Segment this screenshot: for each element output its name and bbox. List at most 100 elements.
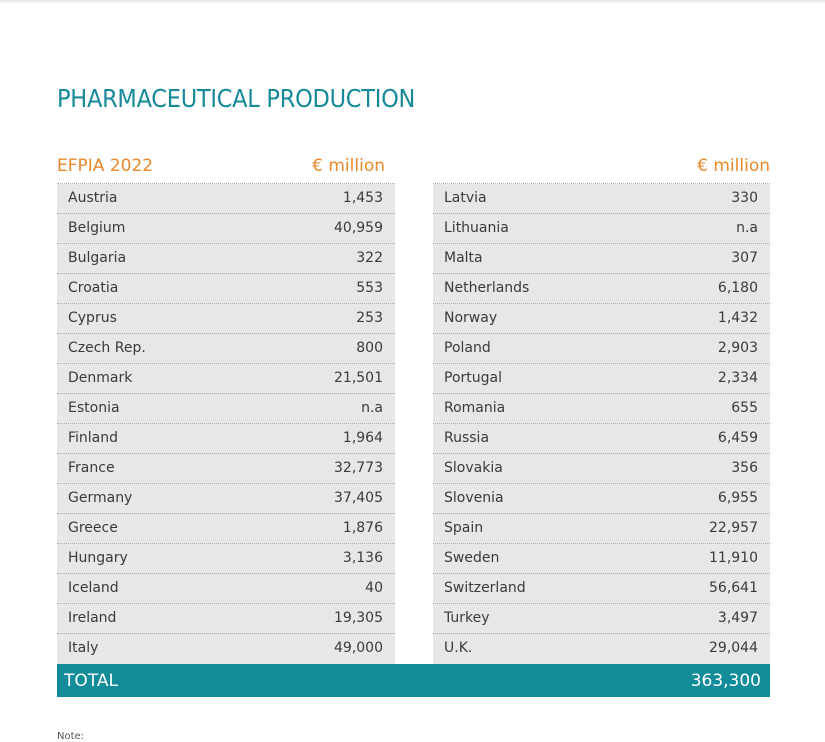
country: Bulgaria xyxy=(68,250,127,266)
table-row: Ireland 19,305 xyxy=(57,604,395,634)
title: PHARMACEUTICAL PRODUCTION xyxy=(57,84,416,113)
country: Iceland xyxy=(68,580,119,596)
value: 253 xyxy=(356,310,383,326)
table-row: Sweden 11,910 xyxy=(433,544,770,574)
table-row: Croatia 553 xyxy=(57,274,395,304)
country: Austria xyxy=(68,190,118,206)
country: Sweden xyxy=(444,550,500,566)
table-row: Romania 655 xyxy=(433,394,770,424)
country: Denmark xyxy=(68,370,133,386)
table-row: Cyprus 253 xyxy=(57,304,395,334)
table-row: Greece 1,876 xyxy=(57,514,395,544)
value: 322 xyxy=(356,250,383,266)
table-row: Netherlands 6,180 xyxy=(433,274,770,304)
country: Belgium xyxy=(68,220,126,236)
table-row: Russia 6,459 xyxy=(433,424,770,454)
country: Norway xyxy=(444,310,498,326)
total-row: TOTAL 363,300 xyxy=(57,664,770,697)
table-row: Slovakia 356 xyxy=(433,454,770,484)
table-row: Austria 1,453 xyxy=(57,184,395,214)
table-row: Latvia 330 xyxy=(433,184,770,214)
table-row: Norway 1,432 xyxy=(433,304,770,334)
country: Latvia xyxy=(444,190,487,206)
value: 655 xyxy=(731,400,758,416)
value: 3,497 xyxy=(717,610,758,626)
top-shade xyxy=(0,0,825,4)
header-unit: € million xyxy=(697,156,770,176)
table-row: Estonia n.a xyxy=(57,394,395,424)
header-label: EFPIA 2022 xyxy=(57,156,154,176)
country: Croatia xyxy=(68,280,119,296)
table-row: Bulgaria 322 xyxy=(57,244,395,274)
value: 1,453 xyxy=(342,190,383,206)
value: 32,773 xyxy=(334,460,383,476)
country: Italy xyxy=(68,640,99,656)
country: Spain xyxy=(444,520,484,536)
country: Czech Rep. xyxy=(68,340,146,356)
country: Hungary xyxy=(68,550,128,566)
country: Malta xyxy=(444,250,483,266)
country: Slovakia xyxy=(444,460,503,476)
table-row: U.K. 29,044 xyxy=(433,634,770,664)
country: Germany xyxy=(68,490,133,506)
value: 21,501 xyxy=(334,370,383,386)
value: 40 xyxy=(365,580,383,596)
table-row: Spain 22,957 xyxy=(433,514,770,544)
table-row: Poland 2,903 xyxy=(433,334,770,364)
value: 56,641 xyxy=(709,580,758,596)
value: 29,044 xyxy=(709,640,758,656)
value: 22,957 xyxy=(709,520,758,536)
table-row: Switzerland 56,641 xyxy=(433,574,770,604)
value: 307 xyxy=(731,250,758,266)
value: 49,000 xyxy=(334,640,383,656)
country: Netherlands xyxy=(444,280,530,296)
header-rule xyxy=(433,183,770,184)
value: 6,459 xyxy=(717,430,758,446)
value: 553 xyxy=(356,280,383,296)
table-row: Hungary 3,136 xyxy=(57,544,395,574)
table-right: Latvia 330 Lithuania n.a Malta 307 Netherlands… xyxy=(433,184,770,664)
header-rule xyxy=(57,183,395,184)
value: n.a xyxy=(736,220,758,236)
country: Greece xyxy=(68,520,118,536)
country: Cyprus xyxy=(68,310,117,326)
value: 1,876 xyxy=(342,520,383,536)
table-row: Czech Rep. 800 xyxy=(57,334,395,364)
country: U.K. xyxy=(444,640,473,656)
country: Lithuania xyxy=(444,220,509,236)
value: 3,136 xyxy=(342,550,383,566)
country: Portugal xyxy=(444,370,502,386)
value: 2,334 xyxy=(717,370,758,386)
table-row: Portugal 2,334 xyxy=(433,364,770,394)
value: 37,405 xyxy=(334,490,383,506)
value: 40,959 xyxy=(334,220,383,236)
value: n.a xyxy=(361,400,383,416)
table-row: Germany 37,405 xyxy=(57,484,395,514)
table-row: Finland 1,964 xyxy=(57,424,395,454)
table-row: France 32,773 xyxy=(57,454,395,484)
table-row: Iceland 40 xyxy=(57,574,395,604)
value: 1,432 xyxy=(717,310,758,326)
value: 2,903 xyxy=(717,340,758,356)
country: Russia xyxy=(444,430,490,446)
value: 356 xyxy=(731,460,758,476)
total-label: TOTAL xyxy=(64,671,118,691)
table-row: Malta 307 xyxy=(433,244,770,274)
country: Turkey xyxy=(444,610,490,626)
value: 19,305 xyxy=(334,610,383,626)
country: Ireland xyxy=(68,610,117,626)
table-left: Austria 1,453 Belgium 40,959 Bulgaria 322 Croa… xyxy=(57,184,395,664)
note: Note: xyxy=(57,731,85,742)
header-unit: € million xyxy=(312,156,385,176)
country: Switzerland xyxy=(444,580,526,596)
country: Finland xyxy=(68,430,119,446)
table-row: Italy 49,000 xyxy=(57,634,395,664)
country: France xyxy=(68,460,115,476)
value: 1,964 xyxy=(342,430,383,446)
value: 6,180 xyxy=(717,280,758,296)
country: Estonia xyxy=(68,400,120,416)
table-row: Lithuania n.a xyxy=(433,214,770,244)
table-row: Turkey 3,497 xyxy=(433,604,770,634)
value: 800 xyxy=(356,340,383,356)
